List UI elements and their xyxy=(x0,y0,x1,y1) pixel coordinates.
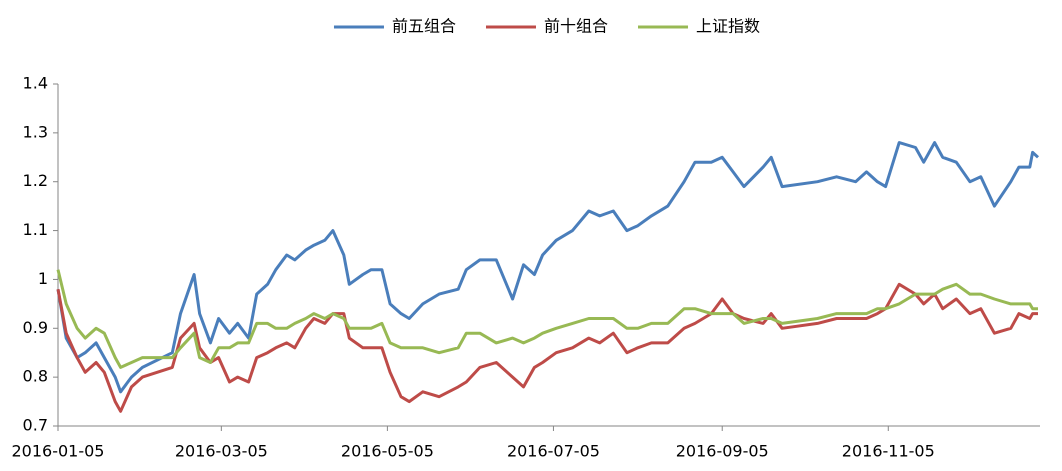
y-tick-label: 0.9 xyxy=(23,318,48,337)
y-tick-label: 0.7 xyxy=(23,416,48,435)
legend-label: 前十组合 xyxy=(544,17,608,36)
y-tick-label: 1.2 xyxy=(23,171,48,190)
x-tick-label: 2016-07-05 xyxy=(507,442,600,461)
series-line xyxy=(56,141,1040,394)
x-tick-label: 2016-03-05 xyxy=(175,442,268,461)
x-tick-label: 2016-01-05 xyxy=(12,442,105,461)
y-tick-label: 1.3 xyxy=(23,122,48,141)
y-tick-label: 0.8 xyxy=(23,367,48,386)
x-tick-label: 2016-11-05 xyxy=(842,442,935,461)
y-tick-label: 1 xyxy=(38,269,48,288)
legend-label: 上证指数 xyxy=(696,17,760,36)
x-tick-label: 2016-05-05 xyxy=(341,442,434,461)
series-line xyxy=(56,269,1038,369)
y-tick-label: 1.4 xyxy=(23,74,48,93)
legend-label: 前五组合 xyxy=(392,17,456,36)
series-line xyxy=(56,282,1038,413)
x-tick-label: 2016-09-05 xyxy=(676,442,769,461)
y-tick-label: 1.1 xyxy=(23,220,48,239)
